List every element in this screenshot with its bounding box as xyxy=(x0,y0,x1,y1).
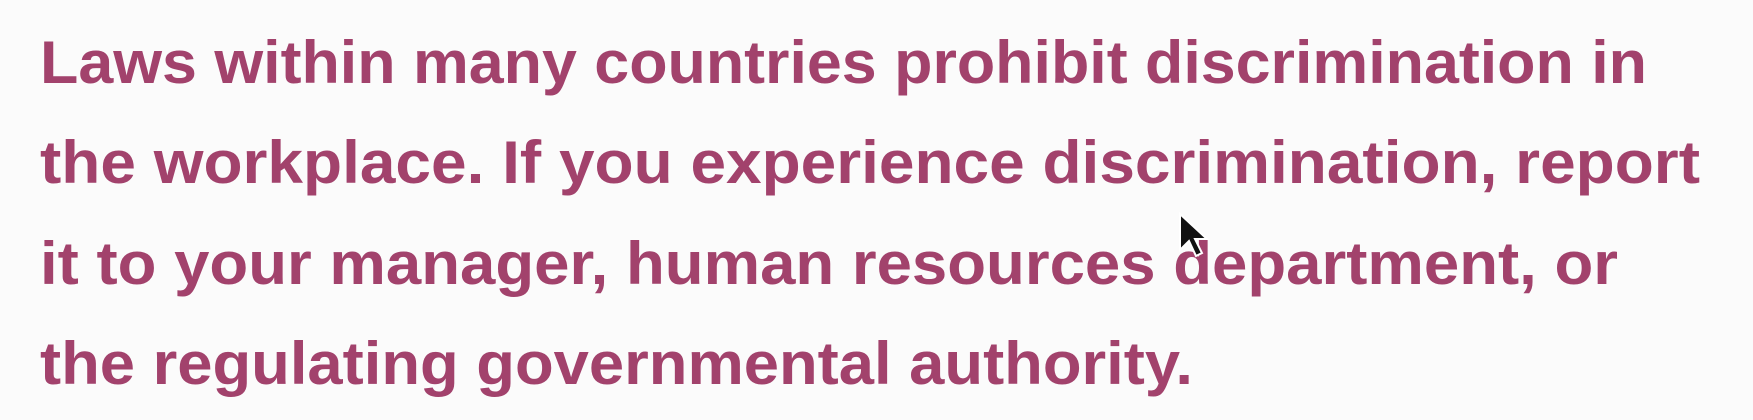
paragraph-line: Laws within many countries prohibit disc… xyxy=(40,29,1647,96)
paragraph-line: the workplace. If you experience discrim… xyxy=(40,129,1700,196)
mouse-cursor xyxy=(1179,211,1210,258)
paragraph-line: the regulating governmental authority. xyxy=(40,330,1193,397)
paragraph-line: it to your manager, human resources depa… xyxy=(40,230,1618,297)
